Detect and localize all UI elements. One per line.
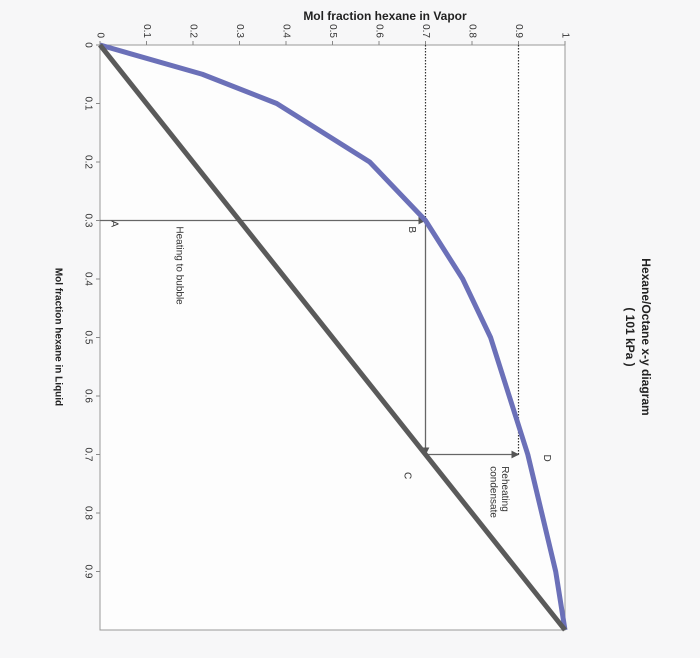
y-tick-label: 0.4 [280,24,291,38]
x-tick-label: 0.5 [82,331,93,345]
y-tick-label: 0 [94,32,105,38]
annotation: B [406,226,417,233]
x-tick-label: 0.8 [82,506,93,520]
chart-title: Hexane/Octane x-y diagram [639,258,653,415]
annotation: A [108,221,119,228]
annotation: Reheating [499,466,510,512]
x-axis-title: Mol fraction hexane in Liquid [52,268,63,406]
annotation: Heating to bubble [173,226,184,305]
y-tick-label: 1 [559,32,570,38]
annotation: D [541,455,552,462]
x-tick-label: 0.1 [82,97,93,111]
annotation: C [401,472,412,479]
y-tick-label: 0.8 [466,24,477,38]
chart-subtitle: ( 101 kPa ) [623,307,637,366]
x-tick-label: 0.9 [82,565,93,579]
y-tick-label: 0.1 [141,24,152,38]
x-tick-label: 0 [82,42,93,48]
annotation: condensate [487,466,498,518]
x-tick-label: 0.3 [82,214,93,228]
y-tick-label: 0.5 [327,24,338,38]
y-axis-title: Mol fraction hexane in Vapor [303,9,467,23]
series-line [98,43,567,632]
x-tick-label: 0.6 [82,389,93,403]
y-tick-label: 0.7 [420,24,431,38]
y-tick-label: 0.3 [234,24,245,38]
y-tick-label: 0.9 [513,24,524,38]
y-tick-label: 0.6 [373,24,384,38]
y-tick-label: 0.2 [187,24,198,38]
x-tick-label: 0.2 [82,155,93,169]
x-tick-label: 0.7 [82,448,93,462]
x-tick-label: 0.4 [82,272,93,286]
series-line [99,42,568,631]
